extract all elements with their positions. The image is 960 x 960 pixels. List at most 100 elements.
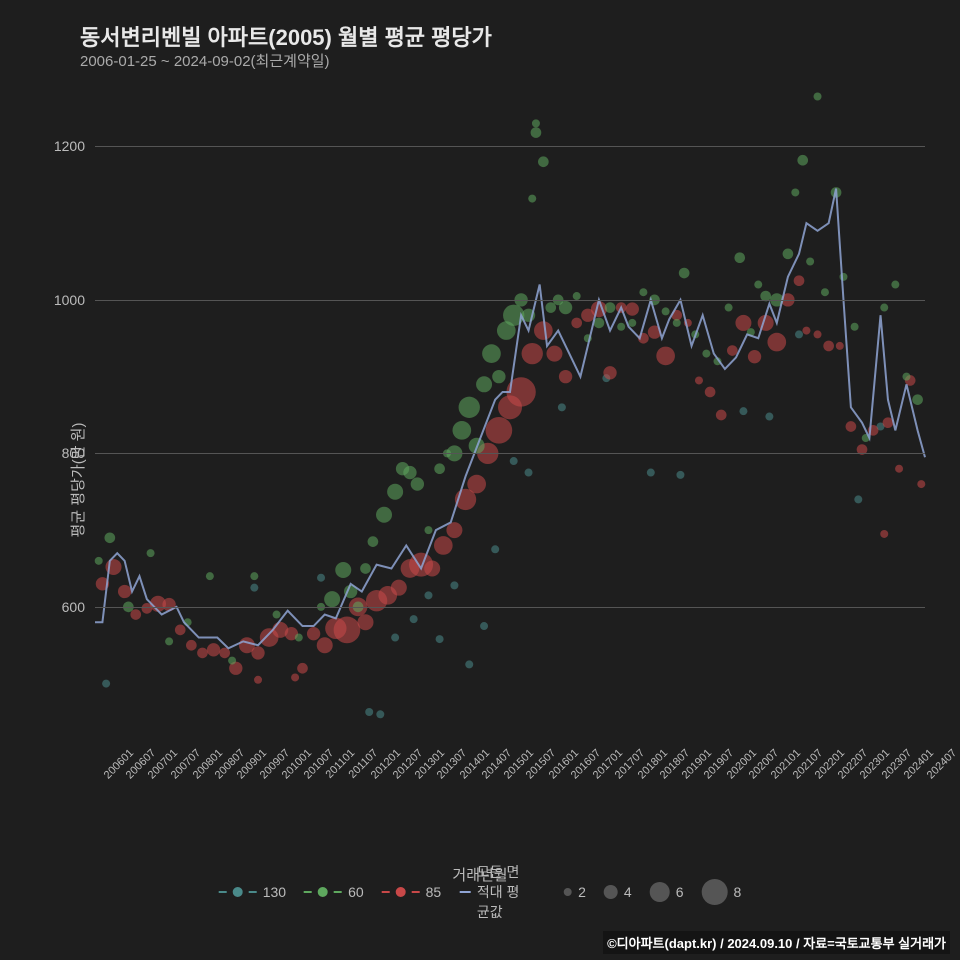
data-point: [434, 536, 453, 555]
data-point: [912, 394, 923, 405]
data-point: [647, 469, 655, 477]
data-point: [186, 640, 197, 651]
data-point: [510, 457, 518, 465]
data-point: [434, 463, 445, 474]
data-point: [411, 477, 424, 490]
data-point: [324, 591, 340, 607]
chart-subtitle: 2006-01-25 ~ 2024-09-02(최근계약일): [80, 50, 330, 71]
data-point: [147, 549, 155, 557]
data-point: [735, 315, 751, 331]
data-point: [334, 617, 361, 644]
data-point: [546, 346, 562, 362]
legend-dot-swatch: [233, 887, 243, 897]
legend-item: 85: [382, 884, 442, 900]
legend-size-label: 8: [734, 884, 742, 900]
data-point: [492, 370, 505, 383]
data-point: [452, 421, 471, 440]
data-point: [673, 319, 681, 327]
legend-size-item: 2: [564, 884, 586, 900]
data-point: [95, 557, 103, 565]
data-point: [573, 292, 581, 300]
data-point: [424, 560, 440, 576]
data-point: [376, 507, 392, 523]
data-point: [317, 637, 333, 653]
data-point: [794, 275, 805, 286]
y-tick-label: 800: [35, 445, 85, 461]
data-point: [748, 350, 761, 363]
legend-label: 85: [426, 884, 442, 900]
data-point: [851, 323, 859, 331]
data-point: [251, 646, 264, 659]
data-point: [797, 155, 808, 166]
data-point: [387, 484, 403, 500]
data-point: [165, 637, 173, 645]
data-point: [480, 622, 488, 630]
data-point: [880, 530, 888, 538]
legend-line-swatch: [459, 891, 471, 893]
data-point: [528, 195, 536, 203]
legend-size-item: 4: [604, 884, 632, 900]
data-point: [676, 471, 684, 479]
data-point: [765, 413, 773, 421]
data-point: [357, 614, 373, 630]
data-point: [391, 634, 399, 642]
y-tick-label: 1200: [35, 138, 85, 154]
data-point: [291, 673, 299, 681]
legend-item: 모든 면적대 평균값: [459, 862, 520, 922]
data-point: [902, 373, 910, 381]
data-point: [628, 319, 636, 327]
data-point: [795, 330, 803, 338]
data-point: [846, 421, 857, 432]
data-point: [895, 465, 903, 473]
data-point: [802, 327, 810, 335]
data-point: [424, 591, 432, 599]
data-point: [854, 495, 862, 503]
data-point: [130, 609, 141, 620]
legend: 130 60 85 모든 면적대 평균값 2 4 6 8: [219, 862, 742, 922]
data-point: [376, 710, 384, 718]
data-point: [118, 585, 131, 598]
gridline: [95, 453, 925, 454]
legend-label: 60: [348, 884, 364, 900]
legend-size-dot: [564, 888, 572, 896]
data-point: [368, 536, 379, 547]
data-point: [207, 643, 220, 656]
data-point: [727, 345, 738, 356]
data-point: [538, 156, 549, 167]
chart-container: 동서변리벤빌 아파트(2005) 월별 평균 평당가 2006-01-25 ~ …: [0, 0, 960, 960]
data-point: [814, 93, 822, 101]
legend-label: 130: [263, 884, 286, 900]
data-point: [823, 341, 834, 352]
data-point: [250, 572, 258, 580]
data-point: [317, 574, 325, 582]
data-point: [197, 648, 208, 659]
data-point: [656, 347, 675, 366]
legend-size-label: 6: [676, 884, 684, 900]
credit-text: ©디아파트(dapt.kr) / 2024.09.10 / 자료=국토교통부 실…: [603, 931, 950, 954]
data-point: [295, 634, 303, 642]
y-tick-label: 600: [35, 599, 85, 615]
data-point: [459, 397, 480, 418]
data-point: [102, 680, 110, 688]
data-point: [532, 119, 540, 127]
data-point: [424, 526, 432, 534]
data-point: [403, 466, 416, 479]
legend-item: 60: [304, 884, 364, 900]
data-point: [525, 469, 533, 477]
legend-size-dot: [604, 885, 618, 899]
data-point: [273, 611, 281, 619]
data-point: [679, 268, 690, 279]
data-point: [754, 281, 762, 289]
data-point: [617, 323, 625, 331]
data-point: [662, 307, 670, 315]
data-point: [791, 188, 799, 196]
legend-size-item: 6: [650, 882, 684, 902]
data-point: [307, 627, 320, 640]
data-point: [465, 660, 473, 668]
data-point: [839, 273, 847, 281]
data-point: [545, 302, 556, 313]
legend-size-item: 8: [702, 879, 742, 905]
data-point: [626, 302, 639, 315]
legend-size-dot: [702, 879, 728, 905]
data-point: [821, 288, 829, 296]
